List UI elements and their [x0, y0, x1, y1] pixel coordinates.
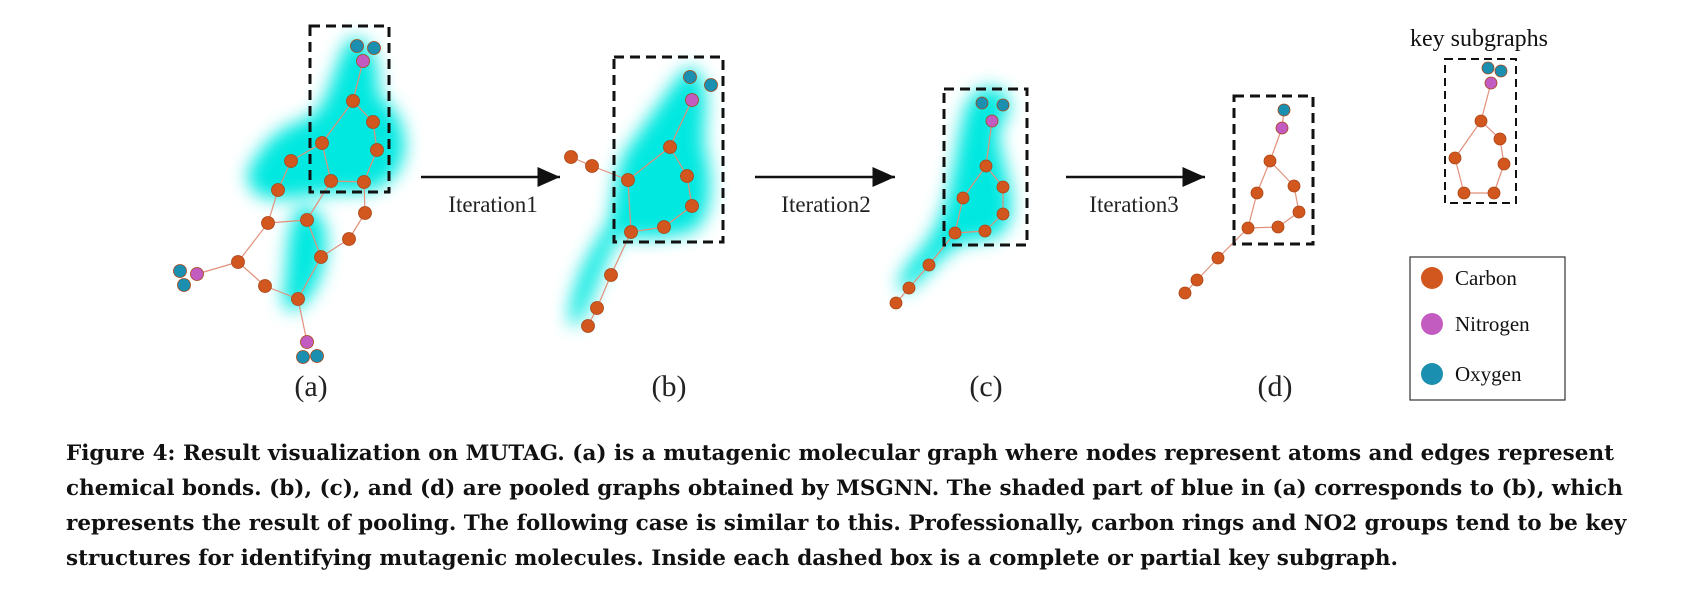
legend-swatch-nitrogen — [1421, 313, 1443, 335]
key-box-b — [612, 55, 725, 244]
key-subgraph-box — [1444, 58, 1517, 204]
graph-d-nodes — [1178, 103, 1306, 300]
key-box-a — [308, 24, 391, 194]
panel-label-c: (c) — [969, 370, 1002, 403]
shade-c — [899, 88, 1012, 291]
key-box-c — [942, 87, 1029, 247]
panel-label-b: (b) — [652, 370, 687, 403]
graph-d-bonds — [1184, 109, 1300, 294]
graph-b-bonds — [570, 99, 693, 327]
graph-a-nodes — [173, 39, 384, 364]
legend: Carbon Nitrogen Oxygen — [1409, 256, 1566, 401]
legend-swatch-carbon — [1421, 267, 1443, 289]
legend-label-carbon: Carbon — [1455, 266, 1517, 290]
figure-diagram: key subgraphs Iteration1 Iteration2 Iter… — [173, 24, 1566, 403]
figure-caption: Figure 4: Result visualization on MUTAG.… — [66, 441, 1627, 571]
legend-label-nitrogen: Nitrogen — [1455, 312, 1530, 336]
legend-swatch-oxygen — [1421, 363, 1443, 385]
key-box-d — [1232, 94, 1315, 246]
shade-a-lower — [283, 205, 327, 311]
graph-c-nodes — [889, 96, 1010, 310]
key-subgraphs-title: key subgraphs — [1410, 26, 1548, 52]
iteration-label-1: Iteration1 — [448, 192, 537, 217]
graph-b-nodes — [564, 70, 718, 333]
panel-label-d: (d) — [1258, 370, 1293, 403]
iteration-label-3: Iteration3 — [1089, 192, 1178, 217]
panel-label-a: (a) — [294, 370, 327, 403]
shade-a — [247, 38, 405, 199]
legend-label-oxygen: Oxygen — [1455, 362, 1522, 386]
key-subgraph-nodes — [1448, 61, 1511, 200]
iteration-label-2: Iteration2 — [781, 192, 870, 217]
shade-b — [569, 67, 710, 329]
